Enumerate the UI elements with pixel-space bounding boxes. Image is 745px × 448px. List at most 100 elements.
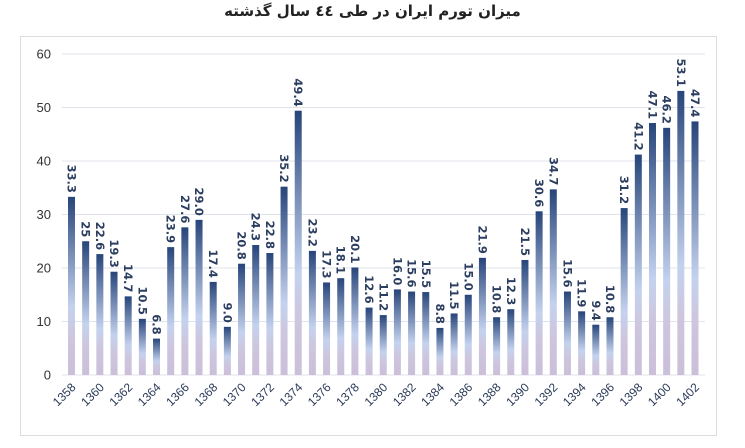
value-label: 9.0 — [220, 302, 234, 322]
bars — [68, 90, 699, 376]
bar-1394 — [578, 311, 586, 375]
value-label: 30.6 — [532, 179, 546, 207]
value-labels: 33.3 25 22.619.314.710.56.8 23.927.6 29.0 17.… — [65, 59, 703, 335]
bar-1362 — [124, 296, 132, 375]
x-tick-label: 1372 — [248, 380, 277, 409]
value-label: 15.6 — [560, 259, 574, 287]
bar-1364 — [153, 338, 161, 375]
bar-1374 — [294, 110, 302, 376]
bar-1387 — [478, 257, 486, 375]
bar-1366 — [181, 227, 189, 375]
value-label: 31.2 — [617, 176, 631, 204]
value-label: 8.8 — [433, 304, 447, 324]
x-tick-label: 1360 — [78, 380, 107, 409]
bar-1391 — [535, 211, 543, 375]
value-label: 15.6 — [405, 259, 419, 287]
bar-1359 — [82, 241, 90, 375]
value-label: 19.3 — [107, 239, 121, 267]
x-tick-label: 1396 — [588, 380, 617, 409]
x-tick-label: 1364 — [135, 380, 164, 409]
bar-1358 — [68, 196, 75, 375]
value-label: 18.1 — [334, 246, 348, 274]
value-label: 25 — [79, 221, 93, 237]
value-label: 10.8 — [490, 285, 504, 313]
value-label: 47.1 — [645, 91, 659, 119]
bar-1388 — [493, 317, 501, 375]
bar-1386 — [464, 294, 472, 375]
chart-title: میزان تورم ایران در طی ٤٤ سال گذشته — [224, 2, 521, 20]
bar-1382 — [408, 291, 416, 375]
value-label: 21.5 — [518, 228, 532, 256]
value-label: 11.5 — [447, 281, 461, 309]
bar-1401 — [677, 90, 685, 375]
y-tick-label: 30 — [37, 207, 51, 222]
x-tick-label: 1358 — [50, 380, 79, 409]
value-label: 11.9 — [575, 279, 589, 307]
bar-1369 — [223, 326, 231, 375]
value-label: 20.1 — [348, 235, 362, 263]
bar-1376 — [323, 282, 331, 375]
value-label: 27.6 — [178, 195, 192, 223]
x-tick-label: 1402 — [673, 380, 702, 409]
bar-1396 — [606, 317, 614, 375]
bar-1381 — [393, 289, 401, 375]
value-label: 49.4 — [291, 78, 305, 106]
value-label: 16.0 — [390, 257, 404, 285]
bar-1395 — [592, 324, 600, 375]
y-axis: 0 10 20 30 40 50 60 — [37, 47, 51, 383]
bar-1378 — [351, 267, 359, 375]
bar-1390 — [521, 259, 529, 375]
x-tick-label: 1380 — [362, 380, 391, 409]
value-label: 53.1 — [674, 59, 688, 87]
bar-1398 — [634, 154, 642, 375]
value-label: 29.0 — [192, 187, 206, 215]
value-label: 22.8 — [263, 221, 277, 249]
value-label: 17.4 — [206, 250, 220, 278]
bar-1367 — [195, 219, 203, 375]
bar-1400 — [663, 127, 671, 375]
y-tick-label: 40 — [37, 154, 51, 169]
x-tick-label: 1366 — [163, 380, 192, 409]
value-label: 21.9 — [475, 225, 489, 253]
bar-1365 — [167, 247, 175, 375]
x-tick-label: 1388 — [475, 380, 504, 409]
x-tick-label: 1400 — [645, 380, 674, 409]
x-tick-label: 1386 — [447, 380, 476, 409]
value-label: 12.3 — [504, 277, 518, 305]
x-tick-label: 1376 — [305, 380, 334, 409]
y-tick-label: 10 — [37, 314, 51, 329]
value-label: 23.9 — [164, 215, 178, 243]
x-tick-label: 1370 — [220, 380, 249, 409]
bar-1361 — [110, 271, 118, 375]
value-label: 6.8 — [150, 314, 164, 334]
value-label: 22.6 — [93, 222, 107, 250]
value-label: 9.4 — [589, 300, 603, 320]
value-label: 11.2 — [376, 283, 390, 311]
y-tick-label: 60 — [37, 47, 51, 62]
y-tick-label: 0 — [44, 368, 51, 383]
x-tick-label: 1374 — [277, 380, 306, 409]
bar-1380 — [379, 315, 387, 375]
y-tick-label: 20 — [37, 261, 51, 276]
bar-1363 — [138, 318, 146, 375]
x-tick-label: 1382 — [390, 380, 419, 409]
value-label: 23.2 — [305, 219, 319, 247]
x-tick-label: 1368 — [192, 380, 221, 409]
value-label: 12.6 — [362, 275, 376, 303]
x-tick-label: 1392 — [532, 380, 561, 409]
value-label: 35.2 — [277, 154, 291, 182]
value-label: 15.0 — [461, 262, 475, 290]
value-label: 15.5 — [419, 260, 433, 288]
value-label: 34.7 — [546, 157, 560, 185]
value-label: 14.7 — [121, 264, 135, 292]
x-tick-label: 1390 — [503, 380, 532, 409]
bar-1399 — [648, 123, 656, 375]
bar-1377 — [337, 278, 345, 375]
value-label: 46.2 — [660, 95, 674, 123]
x-tick-label: 1362 — [107, 380, 136, 409]
bar-1360 — [96, 254, 104, 375]
bar-1397 — [620, 208, 628, 375]
value-label: 24.3 — [249, 213, 263, 241]
bar-1402 — [691, 121, 699, 375]
